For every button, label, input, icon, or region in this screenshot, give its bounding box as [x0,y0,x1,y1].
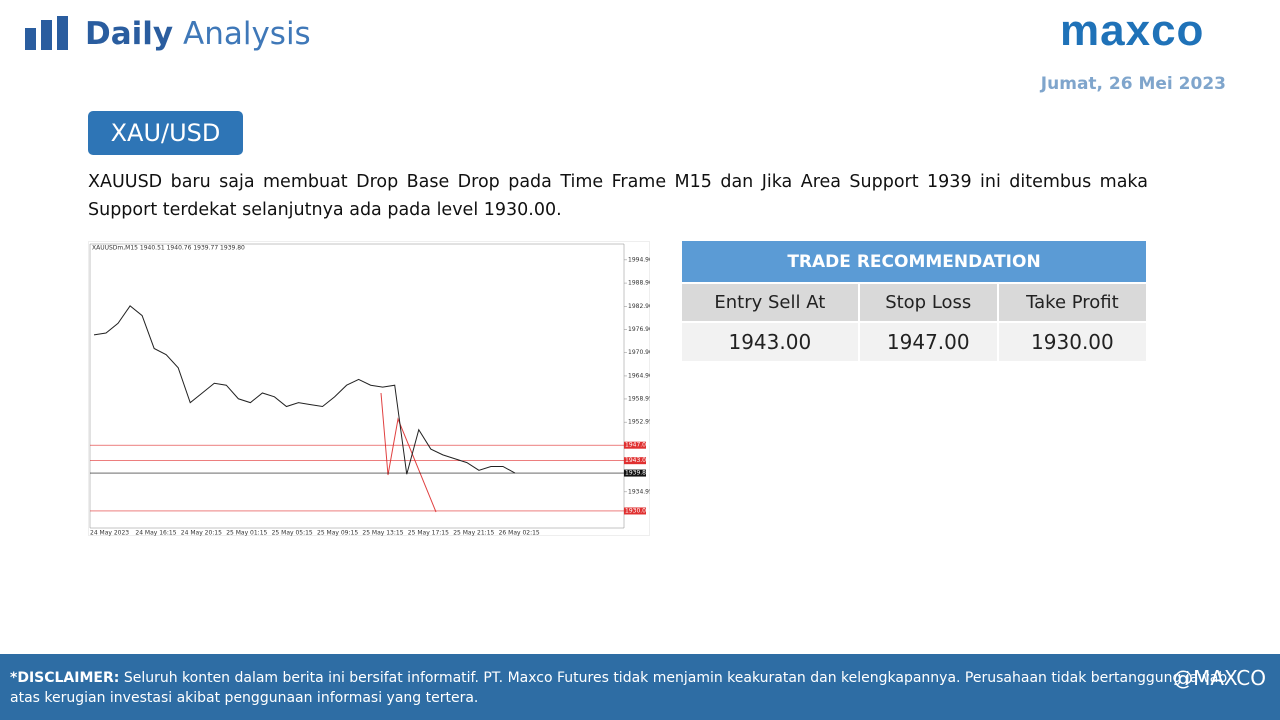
price-line [93,305,516,475]
x-tick-label: 24 May 2023 [90,530,129,537]
cell: 1947.00 [859,323,997,361]
x-tick-label: 24 May 20:15 [181,530,222,537]
level-tag [624,441,646,449]
y-tick-label: 1982.90 [628,303,650,310]
trade-table: TRADE RECOMMENDATION Entry Sell At Stop L… [680,239,1148,363]
level-tag [624,507,646,515]
x-tick-label: 25 May 01:15 [226,530,267,537]
x-tick-label: 24 May 16:15 [135,530,176,537]
pattern-annotation [380,392,437,513]
footer: *DISCLAIMER: Seluruh konten dalam berita… [0,654,1280,720]
level-label: 1947.00 [625,442,650,449]
column-header: Stop Loss [859,284,997,321]
social-handle: @MAXCO [1173,666,1266,690]
page-title: Daily Analysis [85,16,311,52]
description: XAUUSD baru saja membuat Drop Base Drop … [88,172,1148,220]
disclaimer-label: *DISCLAIMER: [10,670,120,686]
brand-logo: maxco [1060,6,1205,55]
y-tick-label: 1976.90 [628,326,650,333]
level-label: 1939.80 [625,470,650,477]
date: Jumat, 26 Mei 2023 [1040,74,1226,94]
y-tick-label: 1958.95 [628,395,650,402]
x-tick-label: 25 May 21:15 [453,530,494,537]
pair-badge: XAU/USD [88,111,243,155]
title-bold: Daily [85,16,174,52]
level-tag [624,469,646,477]
title-light: Analysis [182,16,311,52]
x-tick-label: 25 May 17:15 [408,530,449,537]
price-chart: XAUUSDm,M15 1940.51 1940.76 1939.77 1939… [88,241,653,540]
y-tick-label: 1988.90 [628,280,650,287]
level-label: 1943.00 [625,457,650,464]
column-header: Entry Sell At [682,284,858,321]
x-tick-label: 26 May 02:15 [499,530,540,537]
x-tick-label: 25 May 05:15 [272,530,313,537]
cell: 1930.00 [998,323,1146,361]
x-tick-label: 25 May 13:15 [362,530,403,537]
column-header: Take Profit [998,284,1146,321]
cell: 1943.00 [682,323,858,361]
disclaimer-text: Seluruh konten dalam berita ini bersifat… [10,670,1228,706]
y-tick-label: 1934.95 [628,488,650,495]
level-tag [624,457,646,465]
y-tick-label: 1970.90 [628,349,650,356]
y-tick-label: 1952.95 [628,419,650,426]
y-tick-label: 1964.90 [628,372,650,379]
y-tick-label: 1994.90 [628,256,650,263]
table-title: TRADE RECOMMENDATION [682,241,1146,282]
chart-title: XAUUSDm,M15 1940.51 1940.76 1939.77 1939… [92,245,245,252]
x-tick-label: 25 May 09:15 [317,530,358,537]
logo-icon [25,16,71,54]
level-label: 1930.00 [625,507,650,514]
disclaimer: *DISCLAIMER: Seluruh konten dalam berita… [10,668,1230,708]
chart: XAUUSDm,M15 1940.51 1940.76 1939.77 1939… [88,241,653,537]
